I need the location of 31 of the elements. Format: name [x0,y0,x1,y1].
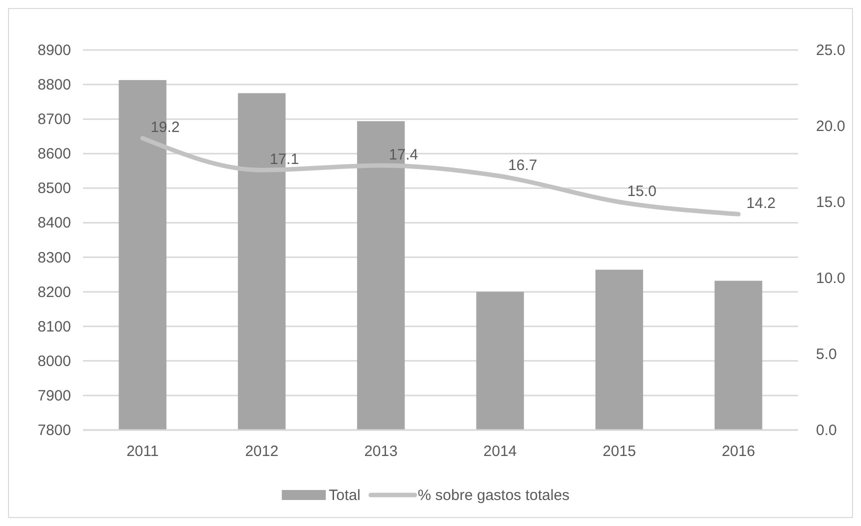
y-tick-label: 8700 [38,111,71,128]
legend-label: % sobre gastos totales [418,487,570,504]
y2-tick-label: 25.0 [816,42,846,59]
y-tick-label: 8800 [38,76,71,94]
x-tick-label: 2014 [483,443,517,460]
y-tick-label: 7800 [38,422,71,439]
y-tick-label: 8100 [38,318,71,336]
y-tick-label: 8300 [38,249,71,266]
y-tick-label: 8600 [38,146,71,163]
y-tick-label: 8900 [38,42,71,59]
y-tick-label: 8000 [38,352,71,370]
x-tick-label: 2015 [602,443,636,460]
line-series [140,136,741,216]
y-tick-label: 8200 [38,284,71,301]
x-tick-label: 2011 [126,443,159,460]
y2-tick-label: 20.0 [816,118,846,135]
x-tick-label: 2012 [245,443,278,460]
x-tick-label: 2013 [364,443,398,460]
y2-tick-label: 15.0 [816,194,846,211]
y2-tick-label: 0.0 [816,422,837,439]
y2-tick-label: 10.0 [816,270,846,287]
x-tick-label: 2016 [722,443,756,460]
data-label: 15.0 [627,183,656,200]
data-label: 16.7 [508,157,538,174]
legend-label: Total [328,487,360,504]
y2-tick-label: 5.0 [816,346,837,363]
y-tick-label: 8500 [38,180,71,198]
data-label: 17.4 [388,146,418,164]
y-tick-label: 7900 [38,387,71,404]
y-tick-label: 8400 [38,214,71,232]
data-label: 14.2 [746,195,776,212]
